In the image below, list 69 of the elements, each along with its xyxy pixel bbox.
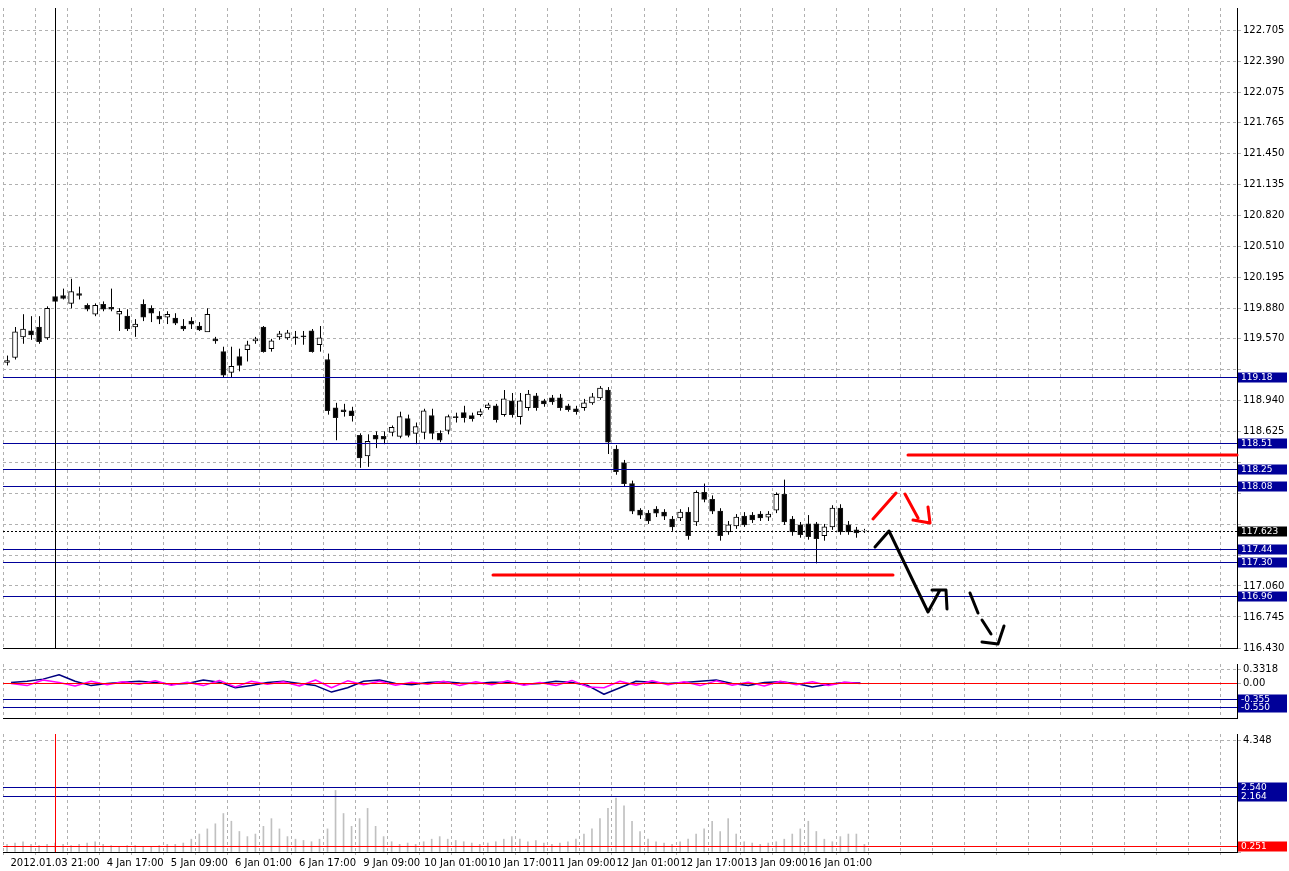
- candlestick: [517, 392, 523, 425]
- candlestick: [492, 403, 499, 424]
- ref-line-label: 118.25: [1241, 463, 1273, 474]
- x-tick-label: 6 Jan 01:00: [234, 856, 292, 868]
- x-tick-label: 2012.01.03 21:00: [10, 856, 100, 868]
- y-tick-label: 122.705: [1243, 23, 1285, 35]
- ref-line-label: 116.96: [1241, 590, 1273, 601]
- ref-line-label: -0.550: [1241, 701, 1271, 712]
- y-tick-label: 0.00: [1243, 677, 1266, 689]
- y-tick-label: 119.880: [1243, 301, 1285, 313]
- y-tick-label: 4.348: [1243, 734, 1272, 746]
- y-tick-label: 120.820: [1243, 209, 1285, 221]
- ref-line-label: 117.44: [1241, 543, 1273, 554]
- y-tick-label: 116.430: [1243, 641, 1285, 653]
- candlestick: [140, 298, 147, 322]
- candlestick: [428, 408, 435, 440]
- candlestick: [773, 491, 780, 514]
- y-tick-label: 118.940: [1243, 394, 1285, 406]
- candlestick: [36, 315, 42, 345]
- y-tick-label: 118.625: [1243, 425, 1285, 437]
- ref-line-label: 2.164: [1241, 790, 1268, 801]
- ref-line-label: 118.51: [1241, 437, 1273, 448]
- candlestick: [20, 313, 26, 345]
- x-tick-label: 16 Jan 01:00: [808, 856, 873, 868]
- x-tick-label: 13 Jan 09:00: [744, 856, 808, 868]
- candlestick: [292, 330, 299, 346]
- ref-line-label: 117.623: [1241, 525, 1279, 536]
- candlestick: [444, 414, 451, 435]
- candlestick: [420, 408, 427, 440]
- ref-line-label: 2.540: [1241, 781, 1268, 792]
- candlestick: [525, 389, 531, 412]
- y-tick-label: 120.510: [1243, 239, 1285, 251]
- candlestick: [108, 288, 115, 312]
- candlestick: [701, 483, 707, 503]
- candlestick: [500, 389, 507, 418]
- candlestick: [68, 278, 74, 309]
- candlestick: [412, 422, 419, 445]
- ref-line-label: 118.08: [1241, 480, 1273, 491]
- x-tick-label: 11 Jan 09:00: [552, 856, 616, 868]
- x-tick-label: 10 Jan 01:00: [424, 856, 488, 868]
- candlestick: [124, 308, 131, 332]
- x-tick-label: 5 Jan 09:00: [170, 856, 228, 868]
- y-tick-label: 121.135: [1243, 178, 1285, 190]
- candlestick: [300, 330, 307, 346]
- y-tick-label: 121.450: [1243, 147, 1285, 159]
- x-tick-label: 10 Jan 17:00: [488, 856, 552, 868]
- y-tick-label: 120.195: [1243, 270, 1285, 282]
- ref-line-label: 117.30: [1241, 556, 1273, 567]
- ref-line-label: 119.18: [1241, 371, 1273, 382]
- ref-line-label: 0.251: [1241, 840, 1267, 851]
- candlestick: [613, 444, 619, 476]
- y-tick-label: 119.570: [1243, 332, 1285, 344]
- x-tick-label: 9 Jan 09:00: [363, 856, 421, 868]
- candlestick: [509, 392, 515, 419]
- candlestick: [244, 340, 251, 362]
- y-tick-label: 0.3318: [1243, 662, 1278, 674]
- x-tick-label: 4 Jan 17:00: [106, 856, 164, 868]
- candlestick: [621, 459, 627, 488]
- y-tick-label: 117.060: [1243, 579, 1285, 591]
- x-tick-label: 6 Jan 17:00: [299, 856, 356, 868]
- candlestick: [116, 307, 123, 332]
- y-tick-label: 122.075: [1243, 85, 1285, 97]
- candlestick: [709, 494, 715, 515]
- x-tick-label: 12 Jan 01:00: [616, 856, 680, 868]
- ref-line-label: -0.355: [1241, 693, 1271, 704]
- y-tick-label: 122.390: [1243, 54, 1285, 66]
- x-tick-label: 12 Jan 17:00: [680, 856, 744, 868]
- y-tick-label: 121.765: [1243, 116, 1285, 128]
- y-tick-label: 116.745: [1243, 610, 1285, 622]
